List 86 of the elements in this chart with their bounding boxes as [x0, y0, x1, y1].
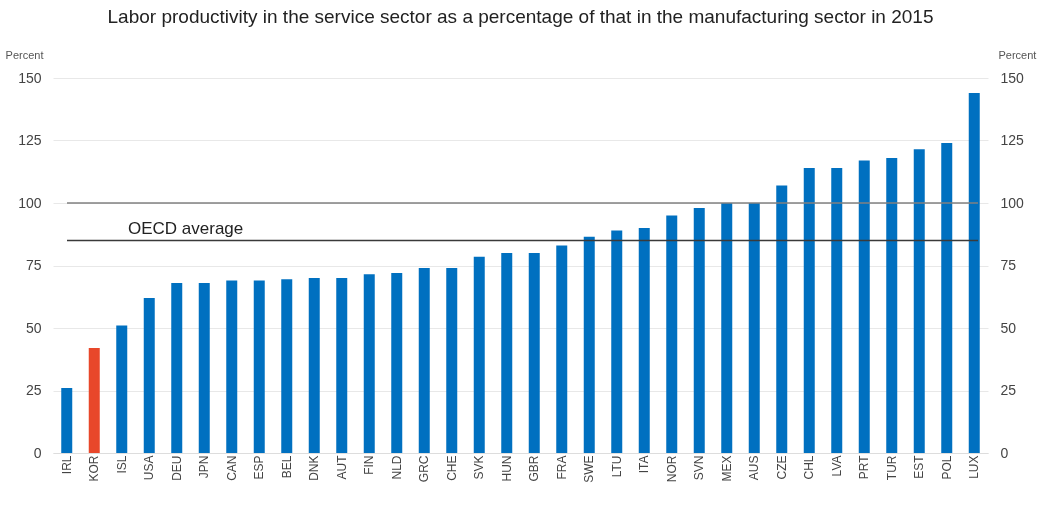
x-tick-label: BEL — [279, 455, 294, 479]
bar — [501, 253, 513, 453]
bar — [116, 325, 128, 453]
bar — [941, 143, 953, 453]
x-tick-label: GBR — [527, 455, 542, 482]
x-tick-label: AUS — [747, 455, 762, 481]
x-tick-label: LVA — [829, 455, 844, 477]
x-tick-label: KOR — [87, 455, 102, 482]
x-tick-label: POL — [939, 455, 954, 480]
y2-tick-label: 100 — [1000, 194, 1025, 211]
y2-tick-label: 25 — [1000, 382, 1017, 398]
x-tick-label: HUN — [499, 455, 514, 482]
bar — [858, 160, 870, 453]
x-tick-label: LUX — [967, 455, 982, 479]
x-tick-label: SVK — [472, 455, 487, 480]
bar — [391, 273, 403, 453]
bar — [831, 168, 843, 453]
x-tick-label: CHL — [802, 455, 817, 480]
bar — [281, 279, 293, 453]
x-tick-label: CZE — [774, 455, 789, 480]
y-tick-label: 50 — [25, 319, 42, 336]
bar — [638, 228, 650, 453]
ref-line-label: OECD average — [128, 218, 244, 238]
bar — [913, 149, 925, 453]
bar — [143, 298, 155, 453]
y2-tick-label: 150 — [1000, 69, 1025, 86]
x-tick-label: FRA — [554, 455, 569, 480]
y-tick-label: 100 — [18, 194, 42, 211]
x-tick-label: IRL — [59, 455, 74, 475]
bar — [226, 280, 238, 453]
x-tick-label: CHE — [444, 455, 459, 481]
x-tick-label: NLD — [389, 455, 404, 480]
x-tick-label: FIN — [362, 455, 377, 475]
x-tick-label: MEX — [719, 455, 734, 482]
bar — [721, 203, 733, 453]
y2-tick-label: 75 — [1000, 257, 1017, 273]
bar — [418, 268, 430, 453]
bar — [611, 230, 623, 453]
x-tick-label: TUR — [884, 455, 899, 481]
bar — [693, 208, 705, 453]
bar — [666, 215, 678, 453]
x-tick-label: DEU — [169, 455, 184, 481]
y2-tick-label: 125 — [1000, 132, 1025, 148]
x-tick-label: CAN — [224, 455, 239, 481]
y-axis-title: Percent — [5, 48, 44, 61]
y-tick-label: 75 — [25, 257, 42, 273]
x-tick-label: JPN — [197, 455, 212, 479]
bar — [968, 93, 980, 453]
x-tick-label: NOR — [664, 455, 679, 483]
bar — [886, 158, 898, 453]
bar — [88, 348, 100, 453]
y2-tick-label: 50 — [1000, 319, 1017, 336]
bar — [473, 256, 485, 453]
bar — [748, 203, 760, 453]
x-tick-label: ITA — [637, 455, 652, 474]
x-tick-label: USA — [142, 455, 157, 481]
x-tick-label: ISL — [114, 455, 129, 474]
x-tick-label: LTU — [609, 455, 624, 478]
y-tick-label: 125 — [18, 132, 42, 148]
bar — [308, 278, 320, 453]
x-tick-label: SVN — [692, 455, 707, 481]
bar — [253, 280, 265, 453]
bar — [776, 185, 788, 453]
y-tick-label: 150 — [18, 69, 42, 86]
y2-tick-label: 0 — [1000, 444, 1009, 461]
bar — [528, 253, 540, 453]
x-tick-label: SWE — [582, 455, 597, 483]
x-tick-label: GRC — [417, 455, 432, 483]
x-tick-label: AUT — [334, 454, 349, 480]
bar — [803, 168, 815, 453]
chart-title: Labor productivity in the service sector as a percentage of that in the manufacturing sector in 2015 — [107, 6, 934, 27]
y-tick-label: 25 — [25, 382, 42, 398]
x-tick-label: EST — [912, 454, 927, 479]
bar — [336, 278, 348, 453]
y-tick-label: 0 — [33, 444, 42, 461]
bar — [61, 388, 73, 453]
y2-axis-title: Percent — [998, 48, 1037, 61]
x-tick-label: DNK — [307, 455, 322, 481]
bar — [363, 274, 375, 453]
bar — [198, 283, 210, 453]
bar — [446, 268, 458, 453]
x-tick-label: PRT — [857, 454, 872, 480]
bar — [556, 245, 568, 453]
bar — [583, 236, 595, 453]
bar — [171, 283, 183, 453]
x-tick-label: ESP — [252, 455, 267, 480]
